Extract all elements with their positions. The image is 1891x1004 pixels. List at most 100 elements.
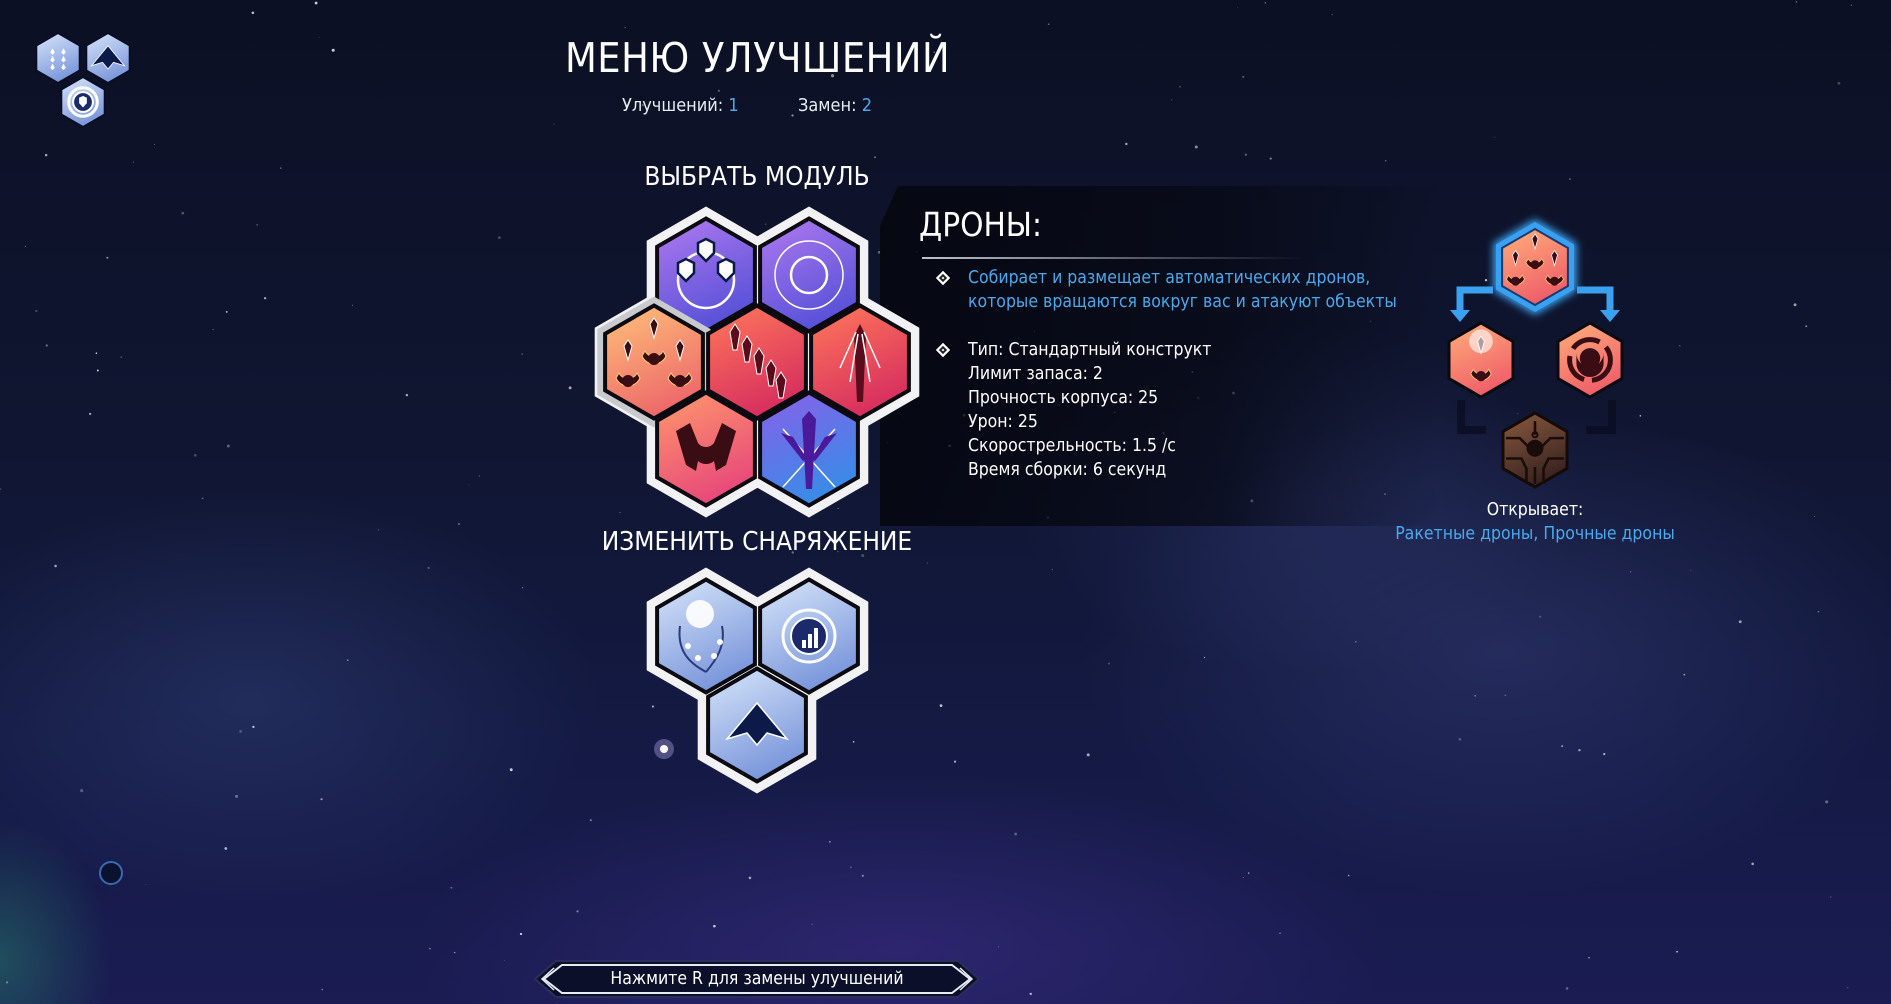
star (256, 223, 259, 226)
module-option[interactable] (655, 216, 757, 334)
star (468, 484, 470, 486)
drones-icon (1506, 233, 1564, 286)
star (1679, 345, 1681, 347)
module-option[interactable] (706, 303, 808, 421)
star (874, 156, 877, 159)
star (1194, 145, 1198, 149)
arrow-head-icon (1450, 310, 1620, 322)
star (351, 304, 353, 306)
star (193, 453, 197, 457)
equipment-slot[interactable] (706, 666, 808, 784)
star (953, 760, 957, 763)
star (1244, 153, 1248, 156)
star (1474, 695, 1476, 697)
star (88, 412, 92, 416)
star (1738, 620, 1742, 624)
star (877, 250, 881, 254)
star (1690, 570, 1692, 572)
module-option[interactable] (758, 216, 860, 334)
tree-node-sturdy-drones[interactable] (1556, 321, 1624, 399)
drones-icon (615, 317, 693, 387)
star (1279, 932, 1281, 934)
rocket-drones-icon (1469, 329, 1493, 382)
equipment-slot[interactable] (655, 577, 757, 695)
star (0, 488, 2, 491)
star (1458, 738, 1462, 741)
star (1504, 694, 1506, 696)
star (153, 143, 156, 146)
star (225, 310, 228, 313)
star (320, 798, 323, 801)
orb-thrusters-icon (678, 600, 724, 673)
star (427, 566, 430, 569)
stat-type: Тип: Стандартный конструкт (968, 340, 1212, 360)
star (509, 768, 513, 772)
star (624, 27, 626, 29)
swaps-label: Замен: (798, 95, 857, 116)
loadout-slot (60, 75, 106, 129)
star (44, 153, 48, 157)
stat-build-time: Время сборки: 6 секунд (968, 460, 1167, 480)
star (96, 369, 99, 372)
swap-upgrades-hint-button[interactable]: Нажмите R для замены улучшений (533, 960, 981, 998)
star (201, 497, 204, 500)
star (764, 223, 767, 225)
star (239, 729, 243, 733)
star (1565, 987, 1569, 990)
star (1107, 662, 1110, 665)
module-detail-panel (880, 186, 1440, 526)
module-option[interactable] (655, 390, 757, 508)
tree-node-locked (1501, 411, 1569, 489)
star (1813, 516, 1815, 517)
module-option[interactable] (809, 303, 911, 421)
star (556, 1002, 558, 1003)
upgrades-value: 1 (728, 95, 739, 116)
star (522, 587, 524, 589)
star (1603, 752, 1606, 756)
star (1517, 413, 1519, 415)
star (331, 48, 335, 52)
star (1242, 75, 1245, 78)
star (1385, 160, 1387, 162)
stat-damage: Урон: 25 (968, 412, 1038, 432)
star (1179, 85, 1181, 88)
star (1086, 753, 1090, 757)
star (1347, 874, 1350, 877)
tree-node-rocket-drones[interactable] (1447, 321, 1515, 399)
module-option[interactable] (758, 390, 860, 508)
star (45, 344, 48, 347)
star (1331, 14, 1333, 16)
star (791, 114, 794, 117)
star (1578, 748, 1581, 752)
star (80, 788, 84, 793)
star (106, 256, 109, 259)
missile-barrage-icon (729, 323, 787, 399)
star (1569, 178, 1571, 180)
star (837, 507, 839, 509)
star (1264, 2, 1267, 4)
star (252, 725, 255, 728)
star (263, 297, 267, 300)
hint-frame (533, 960, 981, 998)
star (713, 924, 716, 928)
star (849, 866, 852, 869)
star (503, 959, 505, 961)
star (619, 511, 621, 513)
star (145, 884, 147, 886)
ship-icon (90, 45, 126, 70)
star (5, 981, 9, 984)
star (1539, 615, 1542, 618)
circuit-drone-icon (1506, 421, 1564, 485)
star (1588, 956, 1590, 959)
star (791, 551, 794, 554)
upgrade-tree (1447, 219, 1624, 489)
merge-arrow (1457, 400, 1616, 434)
star (861, 554, 865, 558)
star (861, 874, 864, 877)
star (347, 659, 349, 661)
star (224, 847, 228, 850)
equipment-slot[interactable] (758, 577, 860, 695)
star (54, 564, 57, 568)
module-option[interactable] (597, 296, 711, 428)
star (1242, 876, 1245, 879)
